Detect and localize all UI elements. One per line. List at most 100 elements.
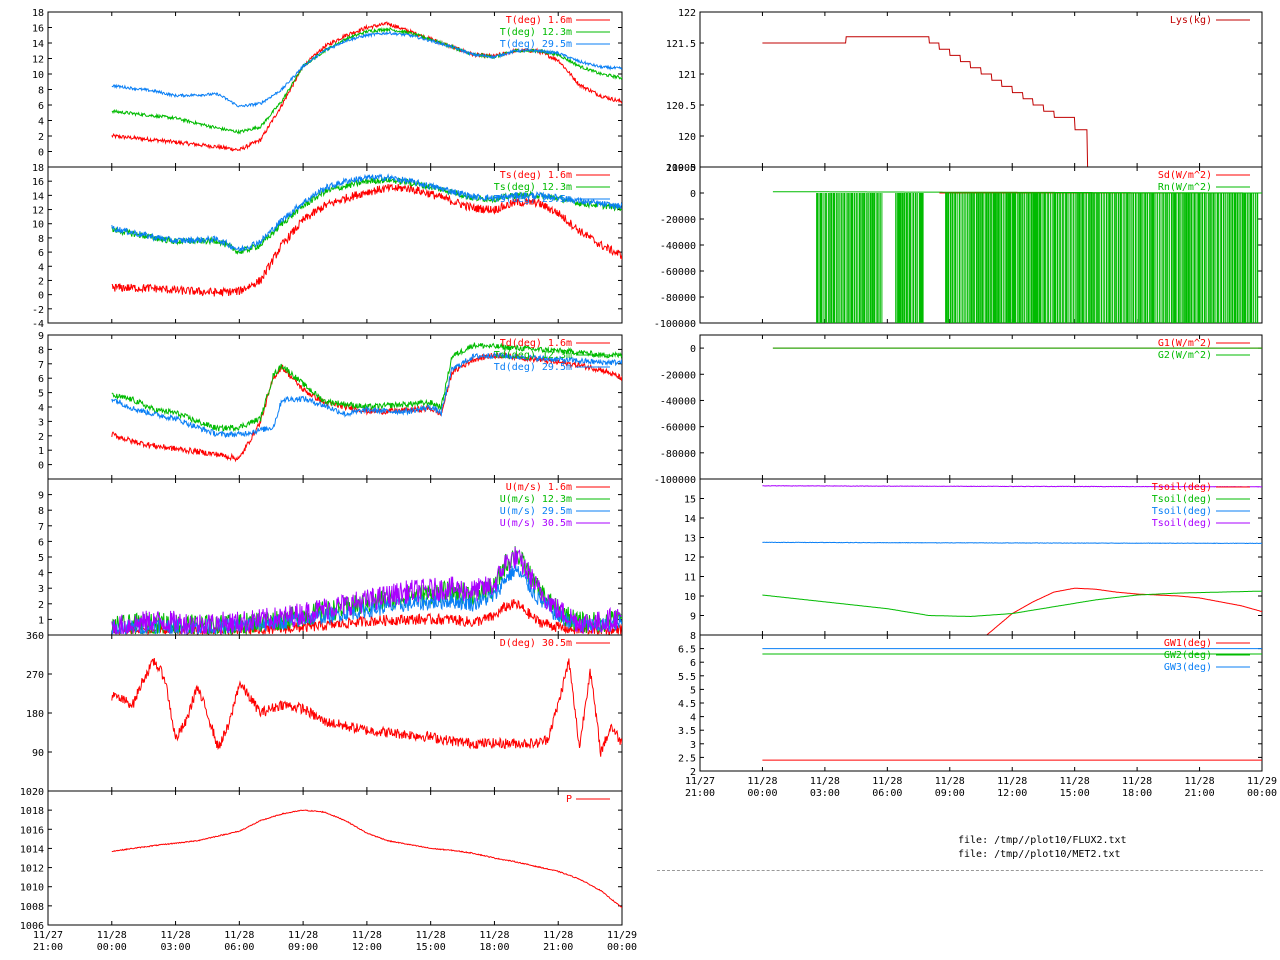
y-tick-label: 6: [38, 374, 44, 385]
y-tick-label: -60000: [660, 423, 696, 434]
x-tick-label-time: 18:00: [1122, 788, 1152, 799]
x-tick-label-time: 15:00: [1060, 788, 1090, 799]
legend-label: Tsoil(deg): [1152, 506, 1212, 517]
y-tick-label: 12: [32, 55, 44, 66]
y-tick-label: 9: [38, 331, 44, 342]
y-tick-label: 121: [678, 70, 696, 81]
y-tick-label: -60000: [660, 267, 696, 278]
y-tick-label: 4.5: [678, 699, 696, 710]
y-tick-label: 14: [32, 191, 44, 202]
x-tick-label-time: 00:00: [1247, 788, 1277, 799]
panel-lys: 119.5 120 120.5 121 121.5 122 Lys(kg): [666, 8, 1263, 174]
x-tick-label-time: 00:00: [747, 788, 777, 799]
x-tick-label-date: 11/28: [416, 930, 446, 941]
series-line: [111, 546, 622, 635]
y-tick-label: 6: [690, 658, 696, 669]
y-tick-label: 4: [38, 403, 44, 414]
y-tick-label: 8: [690, 631, 696, 642]
plot-frame: [47, 790, 623, 926]
legend-label: Lys(kg): [1170, 15, 1212, 26]
y-tick-label: 12: [32, 206, 44, 217]
y-tick-label: -20000: [660, 370, 696, 381]
x-tick-label-time: 21:00: [33, 942, 63, 953]
series-line: [111, 173, 622, 253]
panel-dir: 90 180 270 360 D(deg) 30.5m: [26, 631, 623, 792]
x-tick-label-time: 09:00: [288, 942, 318, 953]
separator-line: [657, 870, 1263, 871]
legend-label: Td(deg) 12.3m: [494, 350, 572, 361]
panel-gw: 2 2.5 3 3.5 4 4.5 5 5.5 6 6.5 GW1(deg)GW2(deg)GW3(…: [678, 634, 1263, 778]
y-tick-label: 20000: [666, 163, 696, 174]
y-tick-label: 5: [38, 553, 44, 564]
y-tick-label: 6.5: [678, 645, 696, 656]
series-line: [111, 564, 622, 635]
y-tick-label: 0: [38, 148, 44, 159]
series-group: [111, 21, 622, 152]
panel-press: 1006 1008 1010 1012 1014 1016 1018 1020 P: [20, 787, 623, 932]
y-tick-label: -4: [32, 319, 44, 330]
x-tick-label-date: 11/28: [97, 930, 127, 941]
x-tick-label-date: 11/28: [935, 776, 965, 787]
legend-label: G1(W/m^2): [1158, 338, 1212, 349]
legend-label: D(deg) 30.5m: [500, 638, 572, 649]
y-tick-label: 1020: [20, 787, 44, 798]
y-tick-label: 3: [38, 417, 44, 428]
series-line: [111, 809, 622, 909]
y-tick-label: 4: [38, 569, 44, 580]
legend-label: Tsoil(deg): [1152, 482, 1212, 493]
x-tick-label-time: 21:00: [543, 942, 573, 953]
x-tick-label-date: 11/28: [161, 930, 191, 941]
legend-label: GW1(deg): [1164, 638, 1212, 649]
x-tick-label-time: 21:00: [685, 788, 715, 799]
y-tick-label: 2: [38, 132, 44, 143]
y-tick-label: 10: [32, 70, 44, 81]
y-tick-label: 14: [32, 39, 44, 50]
x-tick-label-date: 11/28: [543, 930, 573, 941]
y-tick-label: 0: [38, 461, 44, 472]
x-tick-label-time: 03:00: [810, 788, 840, 799]
legend-label: T(deg) 1.6m: [506, 15, 572, 26]
y-tick-label: 5.5: [678, 672, 696, 683]
series-group: [762, 648, 1262, 761]
y-tick-label: 2: [38, 276, 44, 287]
y-tick-label: -100000: [654, 475, 696, 486]
series-line: [111, 658, 622, 757]
legend-label: Ts(deg) 12.3m: [494, 182, 572, 193]
y-tick-label: 14: [684, 514, 696, 525]
y-tick-label: 8: [38, 506, 44, 517]
legend-label: G2(W/m^2): [1158, 350, 1212, 361]
y-tick-label: 16: [32, 24, 44, 35]
legend-label: Ts(deg) 29.5m: [494, 194, 572, 205]
legend-label: T(deg) 29.5m: [500, 39, 572, 50]
series-line: [111, 352, 622, 439]
y-tick-label: 121.5: [666, 39, 696, 50]
series-line: [762, 485, 1262, 488]
y-tick-label: 3.5: [678, 726, 696, 737]
y-tick-label: 270: [26, 670, 44, 681]
series-group: [762, 36, 1138, 167]
y-tick-label: 0: [690, 344, 696, 355]
y-tick-label: -20000: [660, 215, 696, 226]
series-line: [111, 351, 622, 463]
x-tick-label-date: 11/28: [747, 776, 777, 787]
y-tick-label: 6: [38, 101, 44, 112]
legend-label: U(m/s) 30.5m: [500, 518, 572, 529]
file-line-flux: file: /tmp//plot10/FLUX2.txt: [958, 835, 1127, 846]
y-tick-label: 1010: [20, 883, 44, 894]
x-tick-label-time: 21:00: [1185, 788, 1215, 799]
y-tick-label: 13: [684, 534, 696, 545]
plot-frame: [699, 11, 1263, 168]
x-tick-label-date: 11/28: [997, 776, 1027, 787]
legend-label: T(deg) 12.3m: [500, 27, 572, 38]
y-tick-label: 18: [32, 163, 44, 174]
plot-frame: [47, 634, 623, 792]
x-tick-label-date: 11/28: [1060, 776, 1090, 787]
x-tick-label-date: 11/27: [33, 930, 63, 941]
y-tick-label: 2: [38, 432, 44, 443]
legend-label: Sd(W/m^2): [1158, 170, 1212, 181]
x-tick-label-date: 11/29: [607, 930, 637, 941]
y-tick-label: 8: [38, 86, 44, 97]
panel-temp: 0 2 4 6 8 10 12 14 16 18 T(deg) 1.6mT(deg) 12.3mT(…: [32, 8, 623, 168]
y-tick-label: 1: [38, 446, 44, 457]
